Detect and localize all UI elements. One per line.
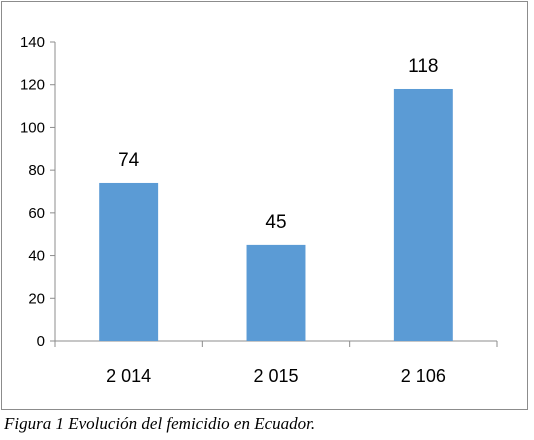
figure-caption: Figura 1 Evolución del femicidio en Ecua… bbox=[4, 414, 316, 433]
y-tick-label: 40 bbox=[28, 248, 45, 265]
x-tick-label: 2 014 bbox=[106, 366, 151, 386]
y-tick-label: 80 bbox=[28, 162, 45, 179]
data-label: 74 bbox=[118, 150, 140, 171]
y-tick-label: 60 bbox=[28, 205, 45, 222]
x-tick-label: 2 015 bbox=[253, 366, 298, 386]
y-axis: 0 20 40 60 80 100 120 140 bbox=[20, 34, 56, 350]
data-label: 45 bbox=[265, 212, 286, 233]
y-tick-label: 100 bbox=[20, 119, 45, 136]
data-labels: 74 45 118 bbox=[118, 56, 438, 233]
bar bbox=[393, 88, 453, 341]
bars bbox=[99, 88, 453, 341]
y-tick-label: 0 bbox=[37, 333, 45, 350]
bar bbox=[246, 244, 306, 341]
x-tick-label: 2 106 bbox=[401, 366, 446, 386]
y-tick-label: 120 bbox=[20, 77, 45, 94]
data-label: 118 bbox=[408, 56, 438, 77]
bar bbox=[99, 182, 159, 341]
y-tick-label: 20 bbox=[28, 290, 45, 307]
y-tick-label: 140 bbox=[20, 34, 45, 51]
